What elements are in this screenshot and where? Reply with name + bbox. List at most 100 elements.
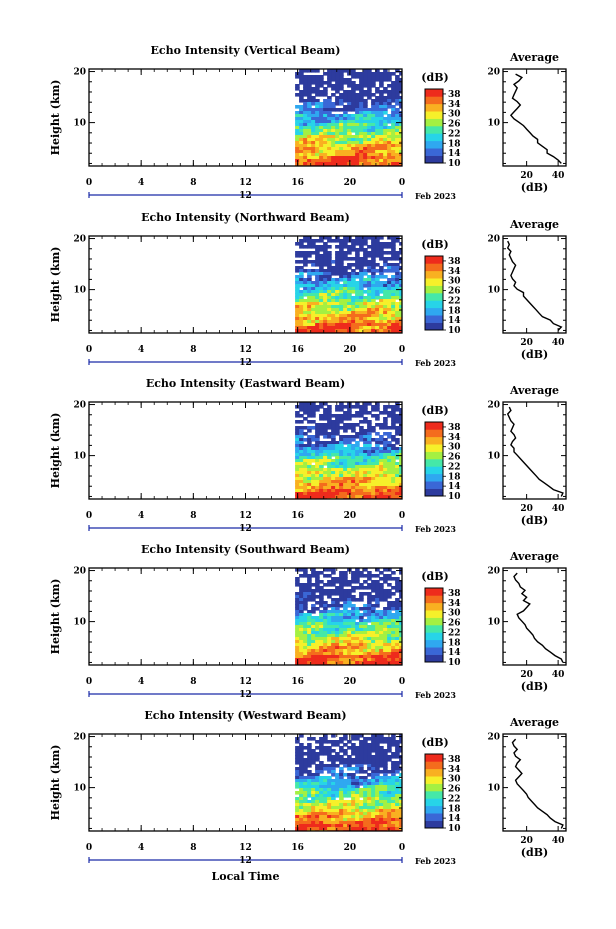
colorbar-segment (425, 444, 443, 452)
heatmap-cell (367, 489, 372, 493)
heatmap-cell (323, 646, 328, 650)
heatmap-cell (331, 480, 336, 484)
heatmap-cell (327, 117, 332, 121)
heatmap-cell (391, 776, 396, 780)
heatmap-cell (395, 159, 400, 163)
heatmap-cell (399, 284, 402, 288)
heatmap-cell (387, 435, 392, 439)
heatmap-cell (307, 480, 312, 484)
heatmap-cell (383, 737, 388, 741)
heatmap-cell (367, 634, 372, 638)
heatmap-cell (355, 126, 360, 130)
heatmap-cell (391, 788, 396, 792)
heatmap-cell (295, 426, 300, 430)
heatmap-cell (383, 803, 388, 807)
heatmap-cell (347, 450, 352, 454)
heatmap-cell (323, 408, 328, 412)
heatmap-cell (327, 75, 332, 79)
heatmap-cell (351, 737, 356, 741)
heatmap-cell (319, 275, 324, 279)
heatmap-cell (383, 317, 388, 321)
heatmap-cell (307, 284, 312, 288)
heatmap-cell (311, 749, 316, 753)
heatmap-cell (375, 785, 380, 789)
heatmap-cell (339, 483, 344, 487)
heatmap-cell (399, 135, 402, 139)
heatmap-cell (387, 441, 392, 445)
heatmap-cell (391, 456, 396, 460)
heatmap-cell (387, 263, 392, 267)
heatmap-cell (399, 102, 402, 106)
heatmap-cell (383, 438, 388, 442)
heatmap-cell (355, 649, 360, 653)
heatmap-cell (335, 661, 340, 665)
heatmap-cell (339, 646, 344, 650)
heatmap-cell (335, 150, 340, 154)
heatmap-cell (359, 287, 364, 291)
heatmap-cell (319, 649, 324, 653)
heatmap-cell (399, 607, 402, 611)
heatmap-cell (355, 114, 360, 118)
colorbar-tick-label: 10 (448, 492, 461, 502)
heatmap-cell (395, 622, 400, 626)
heatmap-cell (399, 815, 402, 819)
heatmap-cell (323, 254, 328, 258)
heatmap-cell (359, 263, 364, 267)
heatmap-cell (303, 824, 308, 828)
heatmap-cell (383, 755, 388, 759)
heatmap-cell (383, 326, 388, 330)
heatmap-cell (335, 652, 340, 656)
colorbar-segment (425, 654, 443, 663)
heatmap-cell (343, 752, 348, 756)
heatmap-cell (327, 776, 332, 780)
heatmap-cell (311, 272, 316, 276)
heatmap-cell (343, 613, 348, 617)
heatmap-cell (319, 159, 324, 163)
heatmap-cell (347, 592, 352, 596)
heatmap-cell (375, 314, 380, 318)
heatmap-cell (339, 287, 344, 291)
heatmap-cell (395, 486, 400, 490)
heatmap-cell (307, 770, 312, 774)
heatmap-cell (359, 126, 364, 130)
heatmap-cell (383, 308, 388, 312)
heatmap-cell (391, 290, 396, 294)
heatmap-cell (375, 658, 380, 662)
heatmap-cell (339, 242, 344, 246)
heatmap-cell (375, 150, 380, 154)
heatmap-cell (395, 462, 400, 466)
heatmap-cell (355, 782, 360, 786)
heatmap-cell (363, 108, 368, 112)
heatmap-cell (359, 308, 364, 312)
heatmap-cell (387, 646, 392, 650)
heatmap-cell (383, 794, 388, 798)
heatmap-cell (299, 595, 304, 599)
heatmap-cell (347, 320, 352, 324)
heatmap-cell (323, 308, 328, 312)
heatmap-cell (319, 456, 324, 460)
heatmap-cell (371, 607, 376, 611)
heatmap-cell (383, 87, 388, 91)
heatmap-cell (347, 257, 352, 261)
heatmap-cell (335, 643, 340, 647)
heatmap-cell (335, 123, 340, 127)
heatmap-cell (323, 150, 328, 154)
heatmap-cell (327, 272, 332, 276)
heatmap-cell (375, 486, 380, 490)
heatmap-cell (395, 812, 400, 816)
heatmap-cell (347, 628, 352, 632)
heatmap-cell (299, 640, 304, 644)
heatmap-cell (339, 486, 344, 490)
heatmap-cell (367, 293, 372, 297)
heatmap-cell (315, 320, 320, 324)
heatmap-cell (343, 619, 348, 623)
heatmap-cell (351, 284, 356, 288)
heatmap-cell (375, 483, 380, 487)
heatmap-cell (303, 598, 308, 602)
heatmap-cell (375, 489, 380, 493)
heatmap-cell (371, 114, 376, 118)
heatmap-cell (379, 634, 384, 638)
heatmap-cell (303, 574, 308, 578)
heatmap-cell (375, 761, 380, 765)
heatmap-cell (375, 740, 380, 744)
